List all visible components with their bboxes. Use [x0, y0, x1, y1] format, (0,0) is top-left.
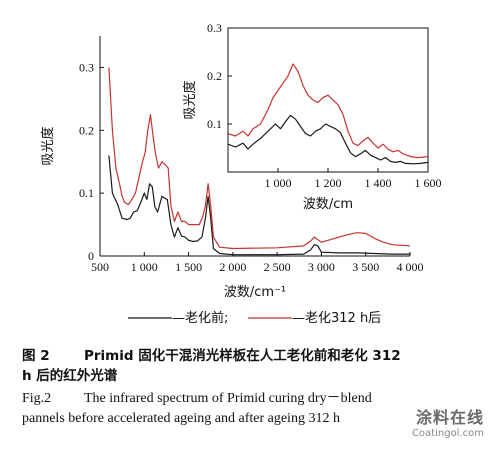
- main-x-axis-title: 波数/cm⁻¹: [224, 285, 286, 300]
- inset-x-tick-label: 1 400: [365, 176, 392, 190]
- inset-y-tick-label: 0.1: [207, 117, 222, 131]
- inset-x-tick-label: 1 200: [315, 176, 342, 190]
- inset-series-line: [227, 114, 429, 165]
- caption-en-text: The infrared spectrum of Primid curing d…: [84, 391, 372, 406]
- watermark-logo: 涂料在线 Coatingol.com: [412, 404, 484, 439]
- ir-spectrum-figure: 500 1 000 1 500 2 000 2 500 3 000 3 500 4 000 0 0…: [40, 21, 442, 326]
- main-series-line: [108, 67, 411, 250]
- main-y-tick-label: 0.1: [79, 186, 94, 200]
- inset-y-tick-label: 0.2: [207, 69, 222, 83]
- main-x-tick-label: 3 500: [352, 260, 379, 274]
- watermark-cn: 涂料在线: [415, 408, 484, 427]
- watermark-en: Coatingol.com: [411, 428, 484, 439]
- caption-cn-label: 图 2: [22, 348, 50, 364]
- main-series-line: [108, 155, 410, 256]
- main-plot: 500 1 000 1 500 2 000 2 500 3 000 3 500 4 000 0 0…: [40, 36, 424, 300]
- inset-frame: [227, 27, 429, 173]
- main-y-axis-title: 吸光度: [40, 126, 56, 165]
- inset-x-tick-label: 1 600: [415, 176, 442, 190]
- caption-cn-text-2: h 后的红外光谱: [22, 368, 118, 384]
- main-x-tick-label: 2 000: [219, 260, 246, 274]
- inset-series-line: [227, 63, 429, 159]
- main-x-tick-label: 4 000: [397, 260, 424, 274]
- caption-chinese: 图 2 Primid 固化干混消光样板在人工老化前和老化 312 h 后的红外光…: [22, 346, 482, 386]
- caption-en-label: Fig.2: [22, 391, 52, 406]
- inset-plot: 1 000 1 200 1 400 1 600 0.1 0.2 0.3 波数/cm 吸光度: [182, 21, 442, 212]
- caption-english: Fig.2 The infrared spectrum of Primid cu…: [22, 389, 482, 429]
- main-x-tick-label: 3 000: [308, 260, 335, 274]
- legend-label-after: —老化312 h后: [292, 311, 381, 326]
- caption-cn-text: Primid 固化干混消光样板在人工老化前和老化 312: [84, 348, 401, 364]
- caption-en-text-2: pannels before accelerated ageing and af…: [22, 411, 340, 426]
- inset-y-axis-title: 吸光度: [182, 80, 198, 119]
- main-x-tick-label: 2 500: [264, 260, 291, 274]
- inset-x-tick-label: 1 000: [265, 176, 292, 190]
- main-x-tick-label: 1 000: [131, 260, 158, 274]
- legend-label-before: —老化前;: [172, 310, 228, 326]
- main-y-tick-label: 0: [88, 249, 94, 263]
- main-y-tick-label: 0.2: [79, 123, 94, 137]
- main-x-tick-label: 1 500: [175, 260, 202, 274]
- main-y-tick-label: 0.3: [79, 60, 94, 74]
- inset-y-tick-label: 0.3: [207, 21, 222, 35]
- inset-x-axis-title: 波数/cm: [303, 197, 353, 212]
- legend: —老化前; —老化312 h后: [128, 310, 381, 326]
- main-x-tick-label: 500: [91, 260, 109, 274]
